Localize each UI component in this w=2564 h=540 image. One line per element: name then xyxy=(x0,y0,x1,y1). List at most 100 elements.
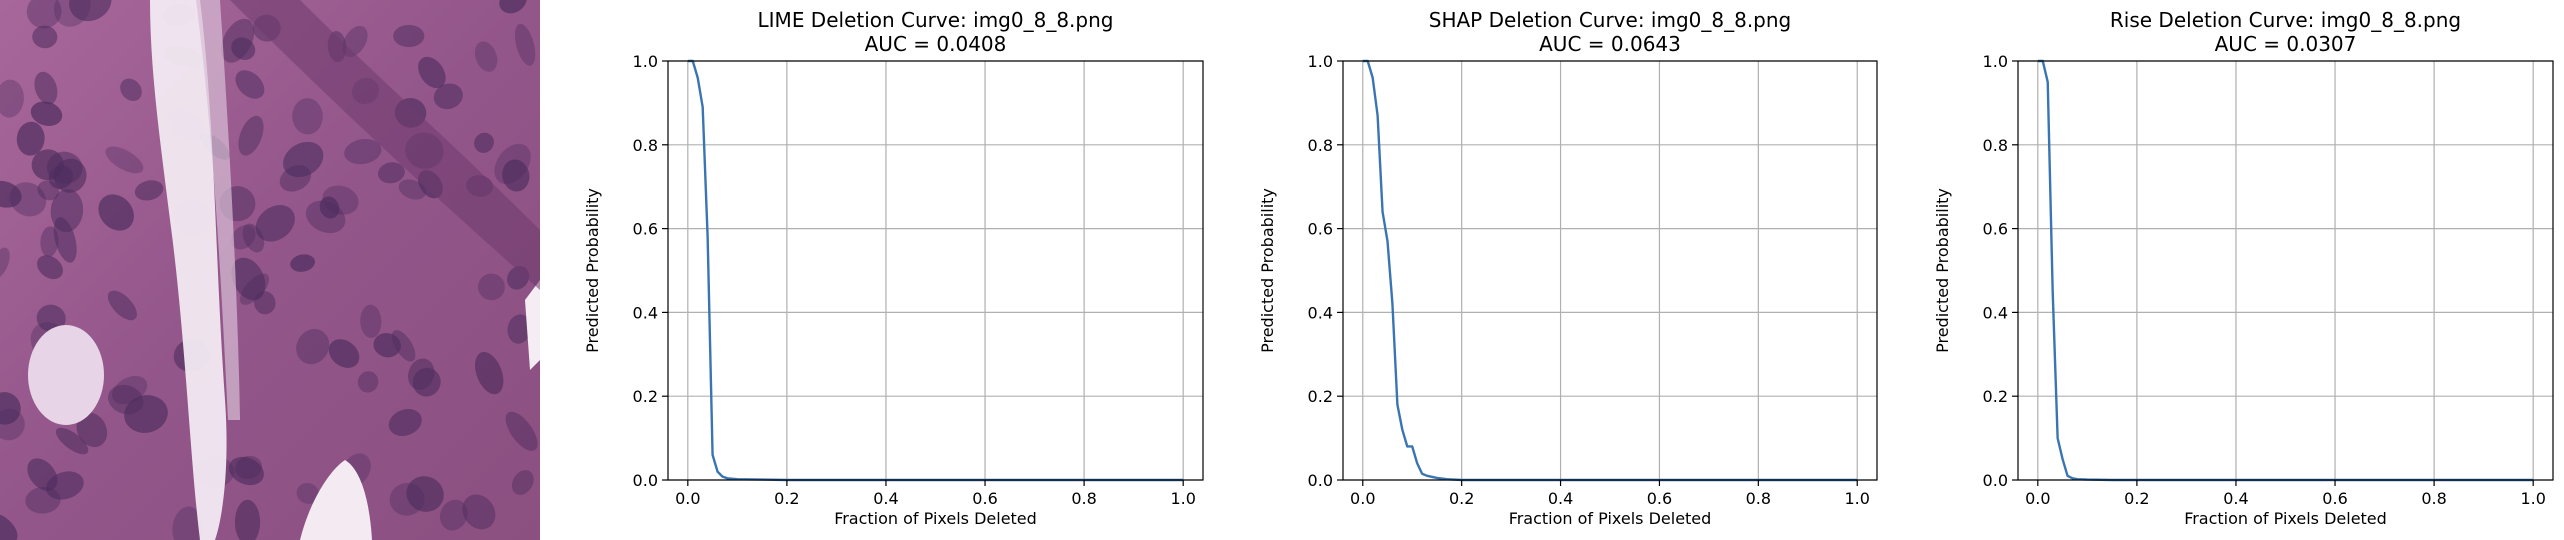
nucleus xyxy=(328,339,360,368)
nucleus xyxy=(406,476,444,512)
nucleus xyxy=(255,205,295,242)
nucleus xyxy=(231,37,256,60)
chart-panel-2: 0.0 0.2 0.4 0.6 0.8 1.0 0.0 0.2 0.4 0.6 0.8 1.0 Frac… xyxy=(1258,8,1878,528)
nucleus xyxy=(357,371,379,393)
x-tick-label: 1.0 xyxy=(1170,489,1195,508)
y-tick-label: 0.6 xyxy=(1983,220,2008,239)
y-tick-label: 0.2 xyxy=(1308,387,1333,406)
x-tick-label: 0.8 xyxy=(1071,489,1096,508)
series-line-lime xyxy=(687,59,1184,482)
chart-panel-1: 0.0 0.2 0.4 0.6 0.8 1.0 0.0 0.2 0.4 0.6 0.8 1.0 Frac… xyxy=(583,8,1204,528)
x-tick-label: 1.0 xyxy=(1844,489,1869,508)
nucleus xyxy=(76,412,108,448)
nucleus xyxy=(34,71,58,105)
stroma-band xyxy=(230,0,540,290)
nucleus xyxy=(238,115,264,156)
x-tick-label: 0.4 xyxy=(2223,489,2248,508)
nucleus xyxy=(36,304,66,332)
x-tick-label: 0.8 xyxy=(1746,489,1771,508)
nucleus xyxy=(231,224,256,250)
axes-frame xyxy=(667,60,1204,481)
y-tick-label: 0.4 xyxy=(1983,303,2008,322)
nucleus xyxy=(235,70,265,99)
x-axis-label: Fraction of Pixels Deleted xyxy=(2184,509,2387,528)
nucleus xyxy=(98,194,134,231)
histology-image xyxy=(0,0,540,540)
y-tick-label: 0.6 xyxy=(633,220,658,239)
nucleus xyxy=(239,273,270,305)
nucleus xyxy=(30,101,63,126)
nucleus xyxy=(373,333,401,358)
chart-title: Rise Deletion Curve: img0_8_8.png xyxy=(2110,8,2461,32)
y-tick-label: 0.8 xyxy=(633,136,658,155)
y-axis-label: Predicted Probability xyxy=(1258,188,1277,353)
nucleus xyxy=(292,98,323,135)
nucleus xyxy=(231,257,266,301)
series-line-shap xyxy=(1362,59,1858,482)
nucleus xyxy=(296,482,320,504)
series-line-rise xyxy=(2037,59,2534,482)
nucleus xyxy=(462,494,496,530)
nucleus xyxy=(46,151,83,184)
nucleus xyxy=(32,25,58,49)
nucleus xyxy=(283,141,324,178)
nucleus xyxy=(322,185,359,215)
lumen-band xyxy=(150,0,227,540)
nucleus xyxy=(53,0,91,27)
y-tick-label: 0.8 xyxy=(1308,136,1333,155)
nucleus xyxy=(16,121,45,156)
nucleus xyxy=(0,513,18,540)
chart-auc-subtitle: AUC = 0.0643 xyxy=(1539,32,1681,56)
y-axis-label: Predicted Probability xyxy=(1933,188,1952,353)
y-tick-label: 1.0 xyxy=(1308,52,1333,71)
nucleus xyxy=(55,427,89,455)
x-tick-label: 0.2 xyxy=(1449,489,1474,508)
nucleus xyxy=(46,471,84,500)
x-tick-label: 0.0 xyxy=(1350,489,1375,508)
nucleus xyxy=(389,482,425,516)
nucleus xyxy=(494,143,531,185)
nucleus xyxy=(37,255,63,280)
x-tick-label: 0.2 xyxy=(2124,489,2149,508)
nucleus xyxy=(511,470,534,495)
x-tick-label: 1.0 xyxy=(2520,489,2545,508)
x-tick-label: 0.8 xyxy=(2421,489,2446,508)
lumen-bottom xyxy=(300,460,372,540)
x-tick-label: 0.2 xyxy=(774,489,799,508)
chart-panel-3: 0.0 0.2 0.4 0.6 0.8 1.0 0.0 0.2 0.4 0.6 0.8 1.0 Frac… xyxy=(1933,8,2554,528)
x-axis-label: Fraction of Pixels Deleted xyxy=(1509,509,1712,528)
x-tick-label: 0.6 xyxy=(1647,489,1672,508)
nucleus xyxy=(124,395,168,433)
y-tick-label: 1.0 xyxy=(633,52,658,71)
y-tick-label: 0.4 xyxy=(633,303,658,322)
lumen-strip-right xyxy=(525,280,540,370)
y-tick-label: 0.6 xyxy=(1308,220,1333,239)
nucleus xyxy=(418,56,446,89)
nucleus xyxy=(502,159,530,192)
nucleus xyxy=(474,132,494,153)
y-tick-label: 0.0 xyxy=(1308,471,1333,490)
y-tick-label: 0.2 xyxy=(633,387,658,406)
chart-auc-subtitle: AUC = 0.0307 xyxy=(2215,32,2357,56)
nucleus xyxy=(105,146,144,174)
nucleus xyxy=(69,0,112,22)
x-tick-label: 0.6 xyxy=(972,489,997,508)
nucleus xyxy=(391,330,416,362)
nucleus xyxy=(360,304,382,338)
chart-title: SHAP Deletion Curve: img0_8_8.png xyxy=(1429,8,1792,32)
nucleus xyxy=(108,384,144,415)
nucleus xyxy=(0,408,25,441)
lumen-left xyxy=(28,325,104,425)
nucleus xyxy=(377,162,405,184)
nucleus xyxy=(107,290,137,321)
nucleus xyxy=(507,314,532,344)
x-tick-label: 0.4 xyxy=(873,489,898,508)
chart-auc-subtitle: AUC = 0.0408 xyxy=(865,32,1007,56)
nucleus xyxy=(344,138,382,165)
nucleus xyxy=(393,24,425,48)
nucleus xyxy=(319,196,340,219)
x-axis-label: Fraction of Pixels Deleted xyxy=(834,509,1037,528)
nucleus xyxy=(0,247,10,279)
nucleus xyxy=(505,411,538,451)
